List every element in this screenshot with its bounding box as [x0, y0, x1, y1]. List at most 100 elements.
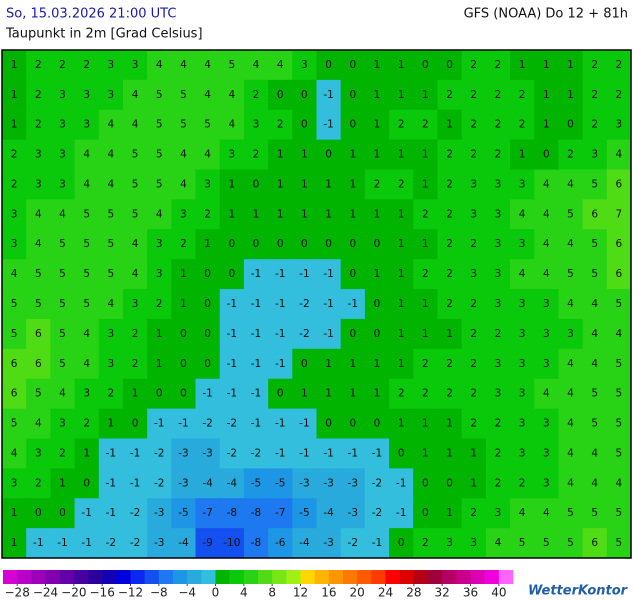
dewpoint-value: 4	[35, 208, 42, 220]
dewpoint-value: -1	[323, 119, 333, 131]
dewpoint-value: -9	[202, 537, 212, 549]
dewpoint-cell	[147, 498, 172, 529]
dewpoint-cell	[243, 169, 269, 200]
dewpoint-cell	[340, 259, 366, 290]
dewpoint-cell	[558, 259, 584, 290]
dewpoint-value: 3	[519, 447, 526, 459]
dewpoint-cell	[316, 408, 342, 439]
dewpoint-cell	[582, 259, 608, 290]
dewpoint-cell	[171, 528, 197, 559]
dewpoint-value: 5	[591, 507, 598, 519]
dewpoint-value: -2	[299, 298, 309, 310]
dewpoint-cell	[485, 289, 511, 320]
dewpoint-cell	[461, 438, 487, 469]
dewpoint-cell	[98, 408, 124, 439]
dewpoint-cell	[98, 229, 124, 260]
dewpoint-value: 2	[446, 208, 453, 220]
dewpoint-value: 6	[35, 328, 42, 340]
dewpoint-cell	[364, 498, 390, 529]
dewpoint-cell	[534, 528, 559, 559]
dewpoint-value: 3	[156, 268, 163, 280]
dewpoint-cell	[461, 169, 487, 200]
legend-swatch	[498, 570, 514, 584]
dewpoint-cell	[147, 79, 172, 111]
dewpoint-cell	[195, 318, 221, 350]
legend-swatch	[272, 570, 287, 584]
dewpoint-value: 3	[470, 268, 477, 280]
dewpoint-value: -4	[178, 537, 189, 549]
dewpoint-value: 2	[616, 89, 623, 101]
dewpoint-value: 1	[398, 328, 405, 340]
dewpoint-cell	[2, 50, 27, 81]
dewpoint-value: 1	[374, 59, 381, 71]
dewpoint-value: 3	[543, 418, 550, 430]
dewpoint-value: 1	[180, 268, 187, 280]
dewpoint-cell	[171, 229, 197, 260]
dewpoint-cell	[50, 199, 76, 230]
dewpoint-value: 5	[83, 238, 90, 250]
dewpoint-value: -1	[372, 447, 382, 459]
dewpoint-cell	[510, 318, 535, 350]
dewpoint-cell	[219, 498, 245, 529]
dewpoint-value: -2	[202, 418, 212, 430]
dewpoint-value: 3	[543, 477, 550, 489]
dewpoint-cell	[74, 139, 100, 171]
dewpoint-cell	[243, 139, 269, 171]
map-frame	[1, 49, 632, 559]
dewpoint-cell	[606, 498, 632, 529]
dewpoint-value: 1	[83, 447, 90, 459]
dewpoint-value: 5	[591, 268, 598, 280]
dewpoint-value: 5	[228, 59, 235, 71]
dewpoint-value: 0	[374, 328, 381, 340]
legend-tick-label: 16	[321, 586, 336, 600]
dewpoint-value: 4	[132, 268, 139, 280]
dewpoint-cell	[510, 79, 535, 111]
dewpoint-value: 5	[180, 89, 187, 101]
dewpoint-value: 1	[228, 208, 235, 220]
dewpoint-cell	[122, 408, 148, 439]
dewpoint-value: 4	[567, 178, 574, 190]
dewpoint-cell	[558, 199, 584, 230]
dewpoint-value: 4	[253, 59, 260, 71]
dewpoint-value: 1	[446, 447, 453, 459]
dewpoint-cell	[389, 199, 414, 230]
dewpoint-value: 1	[277, 208, 284, 220]
dewpoint-cell	[292, 169, 317, 200]
dewpoint-value: 3	[519, 328, 526, 340]
dewpoint-value: 3	[495, 388, 502, 400]
dewpoint-cell	[461, 378, 487, 410]
dewpoint-value: -1	[227, 388, 237, 400]
dewpoint-value: 4	[616, 477, 623, 489]
dewpoint-value: 1	[301, 388, 308, 400]
legend: −28 −24 −20 −16 −12 −8 −4 0 4 8 12 16 20 24 28 32 36 40	[3, 570, 514, 600]
dewpoint-value: 1	[398, 418, 405, 430]
dewpoint-cell	[461, 139, 487, 171]
dewpoint-cell	[219, 259, 245, 290]
dewpoint-cell	[534, 468, 559, 499]
dewpoint-cell	[243, 50, 269, 81]
dewpoint-cell	[437, 229, 463, 260]
dewpoint-cell	[50, 318, 76, 350]
dewpoint-cell	[413, 109, 438, 141]
dewpoint-cell	[195, 408, 221, 439]
dewpoint-cell	[74, 169, 100, 200]
dewpoint-value: -1	[372, 537, 382, 549]
dewpoint-cell	[268, 468, 293, 499]
dewpoint-cell	[364, 79, 390, 111]
dewpoint-value: 0	[422, 477, 429, 489]
dewpoint-value: 5	[83, 298, 90, 310]
dewpoint-cell	[364, 199, 390, 230]
dewpoint-cell	[171, 79, 197, 111]
dewpoint-value: 5	[616, 388, 623, 400]
dewpoint-cell	[437, 169, 463, 200]
dewpoint-value: 3	[519, 418, 526, 430]
dewpoint-cell	[50, 408, 76, 439]
dewpoint-cell	[195, 169, 221, 200]
dewpoint-cell	[50, 378, 76, 410]
dewpoint-value: 0	[325, 59, 332, 71]
dewpoint-cell	[437, 50, 463, 81]
dewpoint-value: 0	[422, 59, 429, 71]
dewpoint-value: -8	[251, 507, 261, 519]
dewpoint-value: 0	[180, 328, 187, 340]
dewpoint-cell	[582, 50, 608, 81]
